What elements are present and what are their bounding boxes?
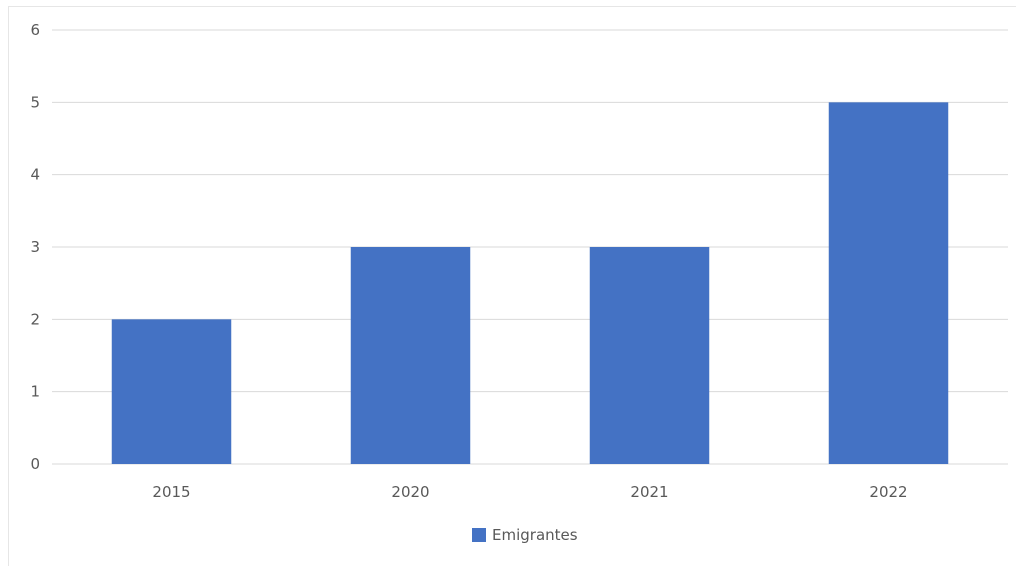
x-axis-ticks: 2015 2020 2021 2022 bbox=[152, 483, 907, 501]
x-tick-label: 2020 bbox=[391, 483, 429, 501]
legend: Emigrantes bbox=[472, 526, 578, 544]
bar-2021 bbox=[589, 247, 710, 464]
bar-2015 bbox=[111, 319, 232, 464]
legend-label: Emigrantes bbox=[492, 526, 578, 544]
y-tick-label: 0 bbox=[30, 455, 40, 473]
y-axis-ticks: 0 1 2 3 4 5 6 bbox=[30, 21, 40, 473]
y-tick-label: 3 bbox=[30, 238, 40, 256]
y-tick-label: 5 bbox=[30, 93, 40, 111]
x-tick-label: 2015 bbox=[152, 483, 190, 501]
y-tick-label: 6 bbox=[30, 21, 40, 39]
y-tick-label: 4 bbox=[30, 166, 40, 184]
y-tick-label: 2 bbox=[30, 310, 40, 328]
x-tick-label: 2022 bbox=[869, 483, 907, 501]
bar-2022 bbox=[828, 102, 949, 464]
bar-2020 bbox=[350, 247, 471, 464]
x-tick-label: 2021 bbox=[630, 483, 668, 501]
legend-swatch bbox=[472, 528, 486, 542]
bars bbox=[111, 102, 949, 464]
chart-frame bbox=[8, 6, 1016, 566]
y-tick-label: 1 bbox=[30, 383, 40, 401]
